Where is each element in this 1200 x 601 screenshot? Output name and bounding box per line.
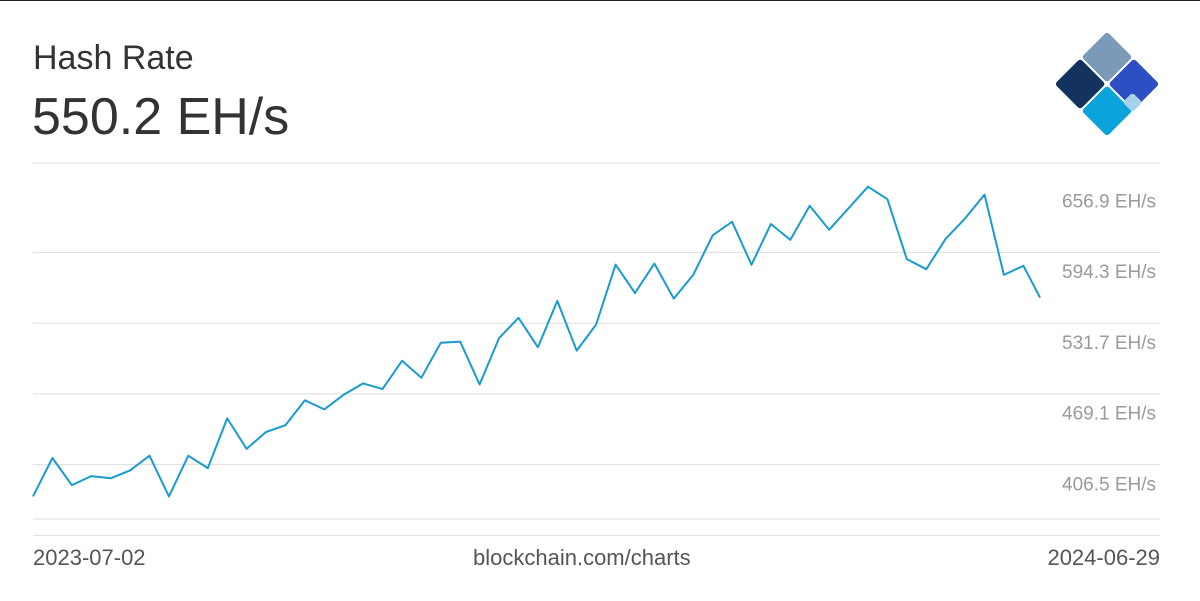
logo-tile-top [1082, 32, 1132, 82]
gridlines [33, 162, 1160, 536]
end-date: 2024-06-29 [1047, 545, 1160, 570]
current-value: 550.2 EH/s [32, 88, 290, 146]
logo-tile-right [1109, 59, 1159, 109]
y-tick-label: 469.1 EH/s [1062, 404, 1156, 425]
blockchain-logo-icon [1055, 32, 1159, 136]
hash-rate-line [32, 185, 1041, 498]
source-label: blockchain.com/charts [473, 545, 691, 570]
y-tick-label: 594.3 EH/s [1062, 262, 1156, 283]
page-title: Hash Rate [33, 39, 194, 77]
logo-tile-left [1055, 59, 1105, 109]
y-tick-label: 656.9 EH/s [1062, 191, 1156, 212]
y-tick-label: 531.7 EH/s [1062, 333, 1156, 354]
y-tick-label: 406.5 EH/s [1062, 474, 1156, 495]
logo-tile-accent [1123, 93, 1142, 112]
start-date: 2023-07-02 [33, 545, 146, 570]
y-axis-ticks: 406.5 EH/s 469.1 EH/s 531.7 EH/s 594.3 EH/s… [1062, 191, 1156, 495]
logo-tile-bottom [1082, 86, 1132, 136]
